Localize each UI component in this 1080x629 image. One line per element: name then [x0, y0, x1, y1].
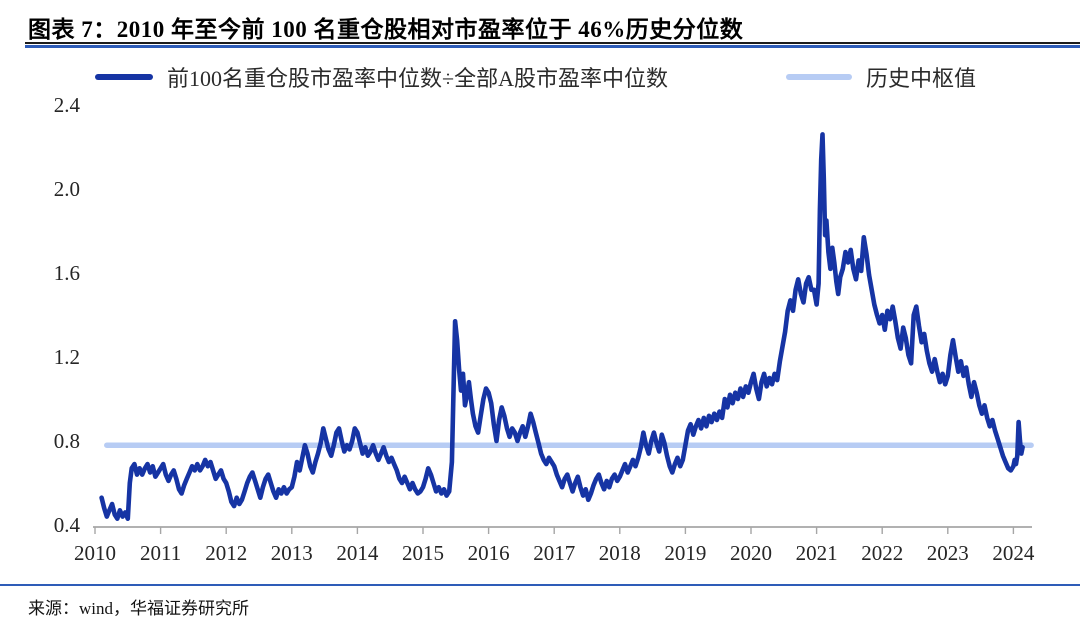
y-tick-label: 1.6 [53, 261, 80, 285]
x-tick-label: 2022 [861, 541, 904, 565]
x-tick-label: 2021 [795, 541, 838, 565]
x-tick-label: 2015 [402, 541, 444, 565]
y-tick-label: 0.4 [53, 513, 80, 537]
x-tick-label: 2014 [336, 541, 379, 565]
x-tick-label: 2017 [533, 541, 576, 565]
legend-item-main-series: 前100名重仓股市盈率中位数÷全部A股市盈率中位数 [95, 61, 668, 93]
legend-item-center-line: 历史中枢值 [668, 61, 976, 93]
title-underline-dark [25, 42, 1080, 44]
legend-label-main-series: 前100名重仓股市盈率中位数÷全部A股市盈率中位数 [167, 66, 668, 91]
y-tick-label: 1.2 [53, 345, 80, 369]
x-tick-label: 2019 [664, 541, 707, 565]
x-tick-label: 2024 [992, 541, 1035, 565]
x-tick-label: 2016 [467, 541, 510, 565]
main-series-line-swatch [95, 74, 153, 80]
y-tick-label: 2.4 [53, 93, 80, 117]
x-tick-label: 2020 [730, 541, 772, 565]
figure-title: 图表 7：2010 年至今前 100 名重仓股相对市盈率位于 46%历史分位数 [28, 17, 744, 42]
x-tick-label: 2023 [926, 541, 969, 565]
main-series-line [99, 132, 1025, 522]
y-tick-label: 2.0 [53, 177, 80, 201]
y-tick-label: 0.8 [53, 429, 80, 453]
x-tick-label: 2011 [139, 541, 182, 565]
x-tick-label: 2012 [205, 541, 248, 565]
legend-label-center-line: 历史中枢值 [865, 66, 976, 91]
center-line-swatch [785, 74, 852, 80]
x-tick-label: 2018 [598, 541, 641, 565]
source-note: 来源：wind，华福证券研究所 [28, 599, 249, 618]
x-tick-label: 2013 [270, 541, 313, 565]
x-tick-label: 2010 [74, 541, 116, 565]
chart-legend: 前100名重仓股市盈率中位数÷全部A股市盈率中位数 历史中枢值 [95, 62, 976, 92]
footer-divider [0, 584, 1080, 586]
title-underline-blue [25, 45, 1080, 48]
